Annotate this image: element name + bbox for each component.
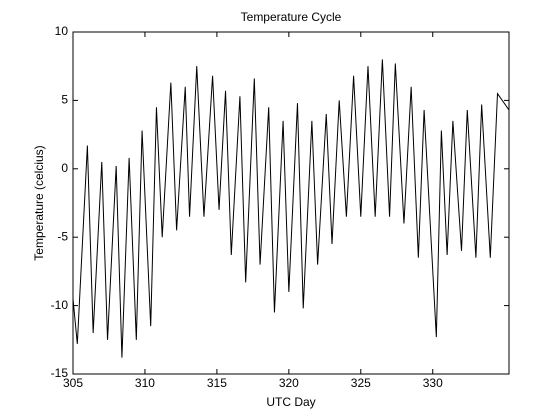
y-tick-label: 0 (61, 161, 68, 175)
x-tick-label: 315 (207, 376, 227, 390)
y-tick-label: -10 (51, 298, 69, 312)
data-line (72, 59, 510, 358)
x-tick-label: 320 (279, 376, 299, 390)
x-tick-label: 325 (351, 376, 371, 390)
y-tick-label: -5 (57, 229, 68, 243)
y-tick-label: -15 (51, 366, 69, 380)
x-tick-label: 305 (63, 376, 83, 390)
chart-title: Temperature Cycle (241, 10, 342, 24)
y-tick-label: 5 (61, 93, 68, 107)
x-tick-label: 330 (423, 376, 443, 390)
x-axis-label: UTC Day (266, 395, 315, 409)
x-tick-label: 310 (135, 376, 155, 390)
y-tick-label: 10 (55, 24, 69, 38)
y-axis-label: Temperature (celcius) (32, 145, 46, 260)
plot-area (72, 31, 510, 375)
